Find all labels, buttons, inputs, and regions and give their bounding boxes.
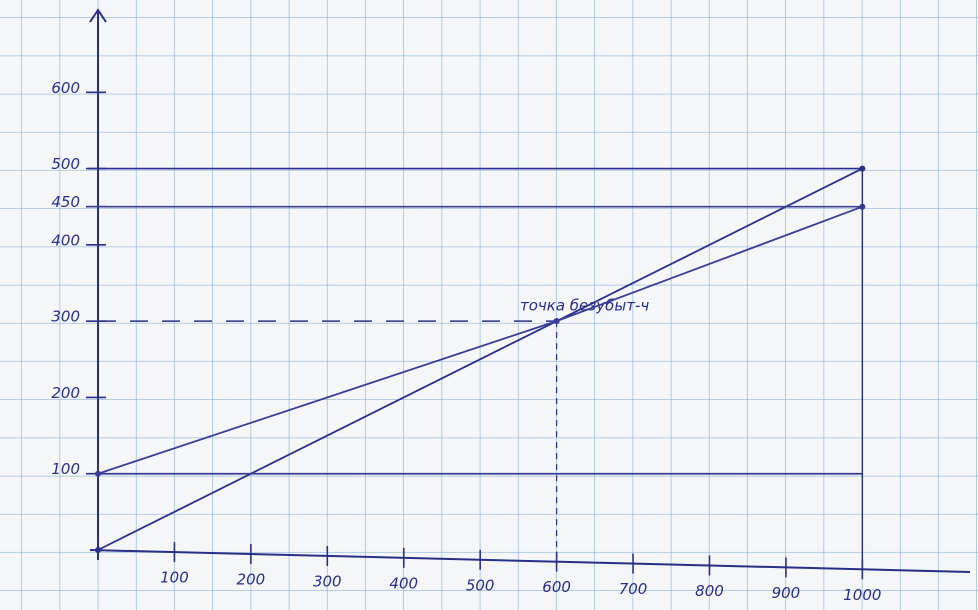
x-tick-label: 1000 [843, 586, 881, 604]
x-tick-label: 100 [160, 569, 189, 587]
y-tick-label: 400 [51, 231, 80, 249]
y-tick-label: 600 [51, 79, 80, 97]
x-tick-label: 200 [237, 571, 266, 589]
x-tick-label: 800 [695, 582, 724, 600]
annotation: точка безубыт-ч [520, 297, 649, 315]
y-tick-label: 200 [51, 384, 80, 402]
x-tick-label: 600 [542, 578, 571, 596]
y-tick-label: 100 [51, 460, 80, 478]
x-axis [89, 549, 971, 573]
y-arrow [89, 8, 107, 23]
y-tick-label: 450 [51, 193, 80, 211]
x-tick-label: 700 [619, 580, 648, 598]
x-tick-label: 300 [313, 572, 342, 590]
x-tick-label: 500 [466, 576, 495, 594]
x-tick-label: 400 [389, 574, 418, 592]
point [95, 547, 101, 553]
point [553, 318, 560, 325]
x-tick-label: 900 [772, 584, 801, 602]
y-tick-label: 300 [51, 308, 80, 326]
y-tick-label: 500 [51, 155, 80, 173]
